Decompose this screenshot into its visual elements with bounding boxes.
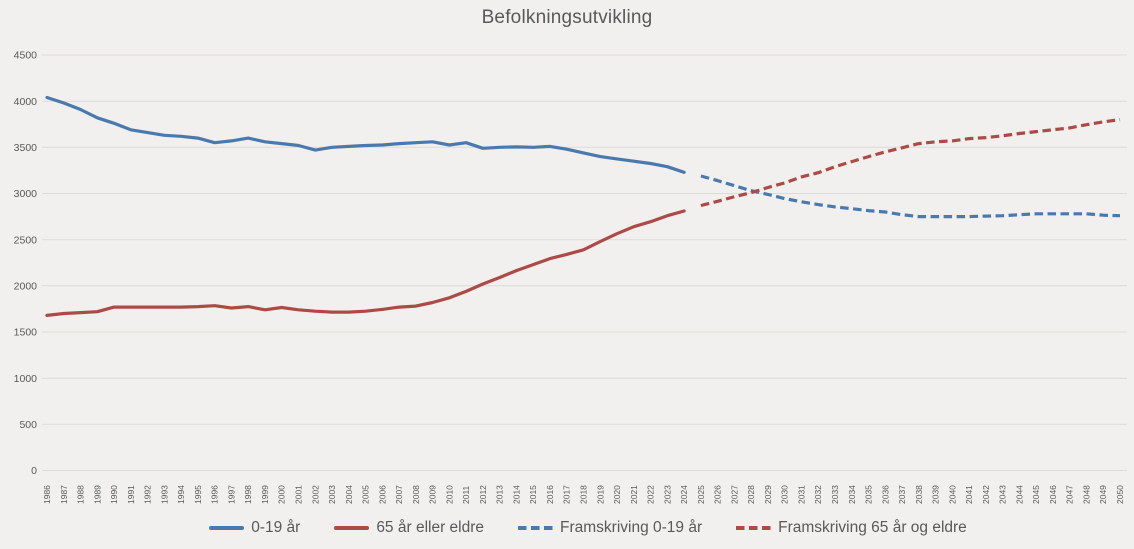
x-tick-label-2047: 2047 xyxy=(1065,485,1075,504)
x-tick-label-2038: 2038 xyxy=(914,485,924,504)
legend-item-0-19-r: 0-19 år xyxy=(209,519,300,537)
legend-marker-0-19-r-line-icon xyxy=(209,526,245,530)
x-tick-label-2048: 2048 xyxy=(1082,485,1092,504)
x-tick-label-1988: 1988 xyxy=(76,485,86,504)
series-line-65-r-eller-eldre xyxy=(45,209,686,317)
chart-legend: 0-19 år 65 år eller eldre Framskriving 0-1… xyxy=(0,512,1134,544)
x-tick-label-2014: 2014 xyxy=(511,485,521,504)
legend-marker-framskriving-0-19-r-dashed-line-icon xyxy=(518,526,554,530)
x-tick-label-1997: 1997 xyxy=(226,485,236,504)
x-tick-label-1989: 1989 xyxy=(92,485,102,504)
legend-label-65-r-eller-eldre: 65 år eller eldre xyxy=(376,519,485,536)
x-tick-label-2012: 2012 xyxy=(478,485,488,504)
x-tick-label-1990: 1990 xyxy=(109,485,119,504)
y-tick-label-2000: 2000 xyxy=(14,280,38,292)
legend-item-framskriving-0-19-r: Framskriving 0-19 år xyxy=(518,519,702,537)
x-tick-label-2019: 2019 xyxy=(595,485,605,504)
x-tick-label-2007: 2007 xyxy=(394,485,404,504)
x-tick-label-2000: 2000 xyxy=(277,485,287,504)
y-tick-label-1500: 1500 xyxy=(14,327,38,339)
x-tick-label-2031: 2031 xyxy=(797,485,807,504)
y-tick-label-4500: 4500 xyxy=(14,50,38,62)
legend-label-framskriving-0-19-r: Framskriving 0-19 år xyxy=(560,519,703,536)
x-tick-label-2024: 2024 xyxy=(679,485,689,504)
x-tick-label-2029: 2029 xyxy=(763,485,773,504)
y-tick-label-1000: 1000 xyxy=(14,373,38,385)
x-tick-label-2045: 2045 xyxy=(1031,485,1041,504)
series-line-framskriving-65-r-og-eldre xyxy=(700,118,1121,208)
x-tick-label-1986: 1986 xyxy=(42,485,52,504)
x-tick-label-2030: 2030 xyxy=(780,485,790,504)
legend-marker-framskriving-65-r-og-eldre-dashed-line-icon xyxy=(736,526,772,530)
x-tick-label-2033: 2033 xyxy=(830,485,840,504)
x-tick-label-2004: 2004 xyxy=(344,485,354,504)
y-tick-label-0: 0 xyxy=(31,465,37,477)
x-tick-label-2010: 2010 xyxy=(444,485,454,504)
legend-marker-65-r-eller-eldre-line-icon xyxy=(334,526,370,530)
x-tick-label-2006: 2006 xyxy=(377,485,387,504)
x-tick-label-2042: 2042 xyxy=(981,485,991,504)
x-tick-label-2013: 2013 xyxy=(495,485,505,504)
x-tick-label-2023: 2023 xyxy=(662,485,672,504)
x-tick-label-2040: 2040 xyxy=(947,485,957,504)
y-tick-label-3500: 3500 xyxy=(14,142,38,154)
x-tick-label-2017: 2017 xyxy=(562,485,572,504)
legend-item-65-r-eller-eldre: 65 år eller eldre xyxy=(334,519,484,537)
y-tick-label-3000: 3000 xyxy=(14,188,38,200)
legend-label-framskriving-65-r-og-eldre: Framskriving 65 år og eldre xyxy=(778,519,967,536)
x-tick-label-1993: 1993 xyxy=(159,485,169,504)
x-tick-label-2049: 2049 xyxy=(1098,485,1108,504)
x-tick-label-2009: 2009 xyxy=(428,485,438,504)
x-tick-label-2026: 2026 xyxy=(713,485,723,504)
x-tick-label-2005: 2005 xyxy=(361,485,371,504)
x-tick-label-2001: 2001 xyxy=(294,485,304,504)
x-tick-label-2027: 2027 xyxy=(729,485,739,504)
x-tick-label-1992: 1992 xyxy=(143,485,153,504)
x-tick-label-2037: 2037 xyxy=(897,485,907,504)
x-tick-label-2039: 2039 xyxy=(931,485,941,504)
x-tick-label-2022: 2022 xyxy=(646,485,656,504)
x-tick-label-1995: 1995 xyxy=(193,485,203,504)
x-tick-label-2043: 2043 xyxy=(998,485,1008,504)
x-tick-label-2044: 2044 xyxy=(1014,485,1024,504)
x-tick-label-2041: 2041 xyxy=(964,485,974,504)
x-tick-label-2035: 2035 xyxy=(864,485,874,504)
x-tick-label-1999: 1999 xyxy=(260,485,270,504)
x-tick-label-1996: 1996 xyxy=(210,485,220,504)
y-tick-label-2500: 2500 xyxy=(14,234,38,246)
x-tick-label-2032: 2032 xyxy=(813,485,823,504)
x-tick-label-2011: 2011 xyxy=(461,485,471,504)
x-tick-label-2046: 2046 xyxy=(1048,485,1058,504)
legend-item-framskriving-65-r-og-eldre: Framskriving 65 år og eldre xyxy=(736,519,967,537)
x-tick-label-2003: 2003 xyxy=(327,485,337,504)
y-tick-label-4000: 4000 xyxy=(14,96,38,108)
x-tick-label-2008: 2008 xyxy=(411,485,421,504)
x-tick-label-1991: 1991 xyxy=(126,485,136,504)
x-tick-label-2015: 2015 xyxy=(528,485,538,504)
x-tick-label-2034: 2034 xyxy=(847,485,857,504)
x-tick-label-2018: 2018 xyxy=(579,485,589,504)
x-tick-label-2020: 2020 xyxy=(612,485,622,504)
series-line-framskriving-0-19-r xyxy=(700,174,1121,219)
chart-title: Befolkningsutvikling xyxy=(481,7,653,28)
x-tick-label-2036: 2036 xyxy=(880,485,890,504)
x-tick-label-1994: 1994 xyxy=(176,485,186,504)
x-tick-label-2016: 2016 xyxy=(545,485,555,504)
x-tick-label-2050: 2050 xyxy=(1115,485,1125,504)
legend-label-0-19-r: 0-19 år xyxy=(251,519,301,536)
x-tick-label-2021: 2021 xyxy=(629,485,639,504)
x-tick-label-2025: 2025 xyxy=(696,485,706,504)
x-tick-label-2028: 2028 xyxy=(746,485,756,504)
x-tick-label-1987: 1987 xyxy=(59,485,69,504)
y-tick-label-500: 500 xyxy=(19,419,37,431)
series-line-0-19-r xyxy=(45,95,686,174)
x-tick-label-1998: 1998 xyxy=(243,485,253,504)
x-tick-label-2002: 2002 xyxy=(310,485,320,504)
